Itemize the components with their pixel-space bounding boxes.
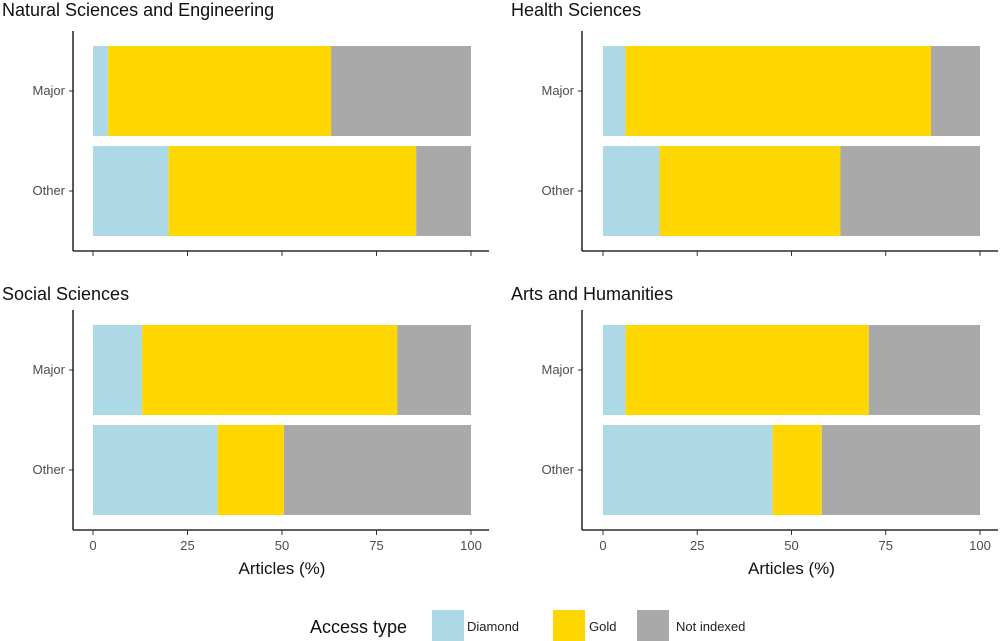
bar-segment-gold (142, 325, 398, 415)
bar-segment-not-indexed (931, 46, 980, 136)
x-axis-title: Articles (%) (239, 559, 326, 578)
x-tick-label: 25 (180, 538, 194, 553)
bar-segment-not-indexed (868, 325, 980, 415)
category-tick-label: Major (32, 362, 65, 377)
legend-swatch-gold (553, 610, 585, 641)
x-tick-label: 50 (784, 538, 798, 553)
panel-title: Arts and Humanities (511, 284, 673, 304)
bar-segment-gold (108, 46, 332, 136)
bar-segment-gold (659, 146, 841, 236)
bar-segment-not-indexed (416, 146, 471, 236)
category-tick-label: Other (541, 183, 574, 198)
bar-segment-diamond (603, 425, 773, 515)
bar-segment-diamond (603, 325, 626, 415)
panel-title: Social Sciences (2, 284, 129, 304)
category-tick-label: Other (541, 462, 574, 477)
bar-segment-diamond (93, 46, 109, 136)
bar-segment-not-indexed (397, 325, 471, 415)
category-tick-label: Major (541, 362, 574, 377)
x-axis-title: Articles (%) (748, 559, 835, 578)
bar-segment-gold (625, 325, 869, 415)
bar-segment-diamond (603, 46, 626, 136)
bar-segment-not-indexed (331, 46, 471, 136)
category-tick-label: Other (32, 462, 65, 477)
x-tick-label: 75 (879, 538, 893, 553)
bar-segment-diamond (93, 425, 218, 515)
x-tick-label: 50 (275, 538, 289, 553)
panel-title: Health Sciences (511, 0, 641, 20)
x-tick-label: 25 (690, 538, 704, 553)
x-tick-label: 0 (599, 538, 606, 553)
bar-segment-gold (217, 425, 284, 515)
legend-label: Not indexed (676, 619, 745, 634)
legend-swatch-not-indexed (637, 610, 669, 641)
category-tick-label: Major (541, 83, 574, 98)
legend-swatch-diamond (432, 610, 464, 641)
bar-segment-gold (772, 425, 822, 515)
legend-label: Gold (589, 619, 616, 634)
bar-segment-gold (168, 146, 417, 236)
legend-title: Access type (310, 617, 407, 637)
x-tick-label: 0 (89, 538, 96, 553)
bar-segment-not-indexed (840, 146, 980, 236)
legend-label: Diamond (467, 619, 519, 634)
bar-segment-not-indexed (821, 425, 980, 515)
bar-segment-diamond (93, 146, 169, 236)
x-tick-label: 100 (460, 538, 482, 553)
panel-title: Natural Sciences and Engineering (2, 0, 274, 20)
bar-segment-not-indexed (283, 425, 471, 515)
category-tick-label: Major (32, 83, 65, 98)
category-tick-label: Other (32, 183, 65, 198)
bar-segment-gold (625, 46, 931, 136)
bar-segment-diamond (93, 325, 143, 415)
bar-segment-diamond (603, 146, 660, 236)
x-tick-label: 75 (369, 538, 383, 553)
x-tick-label: 100 (969, 538, 991, 553)
